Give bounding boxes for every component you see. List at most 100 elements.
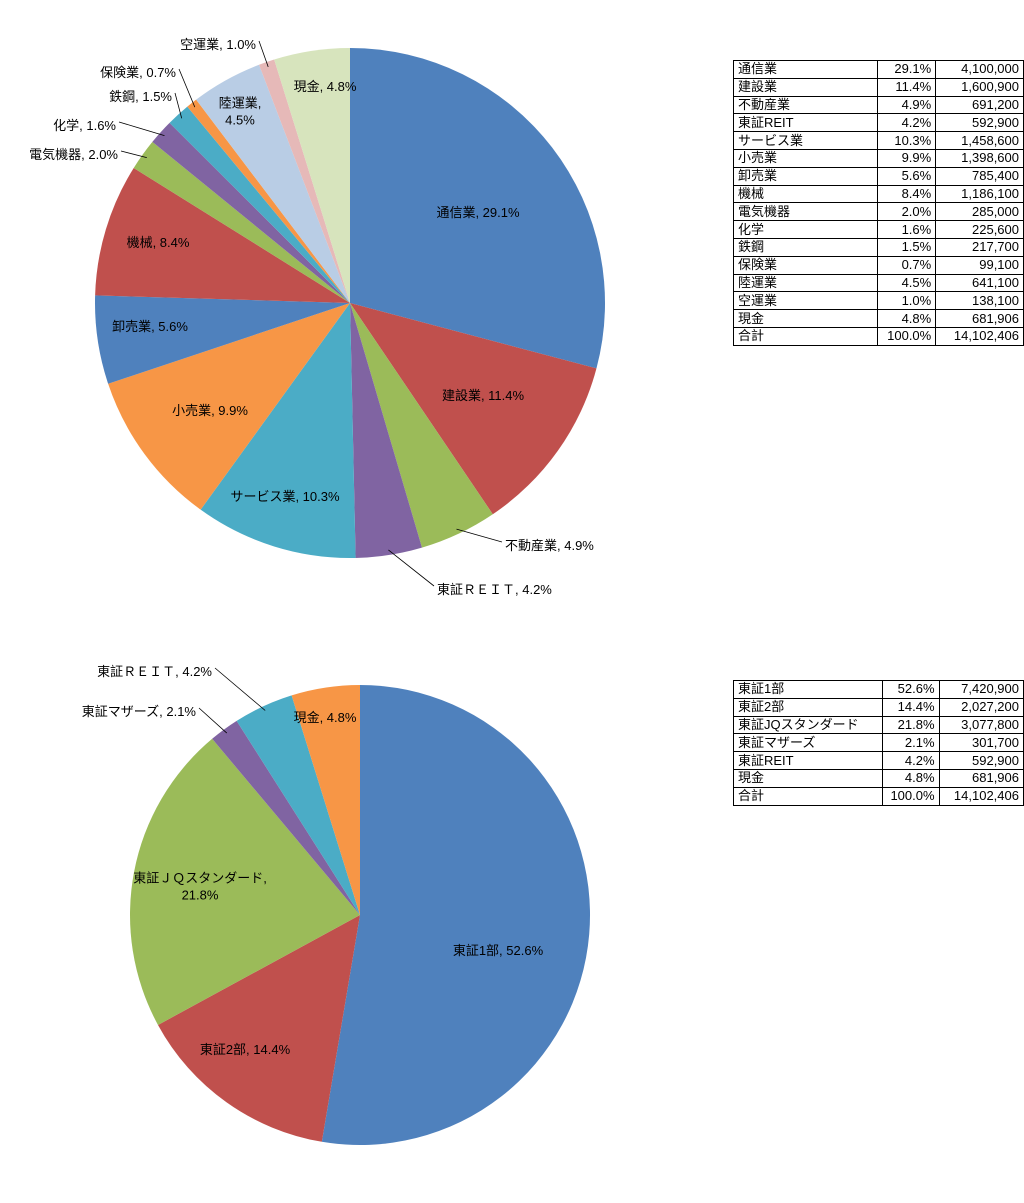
leader-line (198, 707, 228, 734)
pie-slice-9 (152, 122, 350, 303)
row-value: 1,398,600 (935, 148, 1024, 168)
row-value: 2,027,200 (938, 697, 1024, 717)
row-label: 機械 (732, 184, 879, 204)
row-value: 138,100 (935, 291, 1024, 311)
row-value: 7,420,900 (938, 680, 1024, 699)
table-row: 卸売業 5.6% 785,400 (732, 166, 1024, 186)
table-row: サービス業 10.3% 1,458,600 (732, 131, 1024, 150)
table-row: 空運業 1.0% 138,100 (732, 291, 1024, 311)
pie-slice-13 (259, 59, 350, 303)
table-row: 鉄鋼 1.5% 217,700 (732, 237, 1024, 257)
table-row: 化学 1.6% 225,600 (732, 220, 1024, 239)
row-label: 鉄鋼 (732, 237, 879, 257)
row-value: 14,102,406 (935, 326, 1024, 346)
slice-label: 現金, 4.8% (294, 710, 357, 725)
row-label: 陸運業 (732, 273, 879, 293)
table-row: 機械 8.4% 1,186,100 (732, 184, 1024, 204)
row-value: 4,100,000 (935, 60, 1024, 79)
table-row: 現金 4.8% 681,906 (732, 309, 1024, 328)
row-percent: 29.1% (877, 60, 937, 79)
row-percent: 8.4% (877, 184, 937, 204)
table-row: 合計 100.0% 14,102,406 (733, 786, 1024, 806)
table-row: 通信業 29.1% 4,100,000 (732, 60, 1024, 79)
row-label: 化学 (732, 220, 879, 239)
row-percent: 4.2% (877, 113, 937, 133)
pie-slice-2 (350, 303, 493, 548)
row-label: 保険業 (732, 255, 879, 275)
row-label: 合計 (733, 786, 883, 806)
slice-label: 電気機器, 2.0% (29, 147, 118, 162)
table-row: 建設業 11.4% 1,600,900 (732, 77, 1024, 97)
row-label: 不動産業 (732, 95, 879, 115)
table-row: 東証REIT 4.2% 592,900 (732, 113, 1024, 133)
row-value: 1,186,100 (935, 184, 1024, 204)
row-percent: 9.9% (877, 148, 937, 168)
leader-line (178, 68, 196, 108)
table-row: 合計 100.0% 14,102,406 (732, 326, 1024, 346)
pie-slice-10 (169, 106, 350, 303)
row-percent: 4.2% (881, 751, 940, 770)
row-label: 建設業 (732, 77, 879, 97)
table-row: 保険業 0.7% 99,100 (732, 255, 1024, 275)
leader-line (174, 92, 183, 119)
slice-label: 通信業, 29.1% (436, 205, 520, 220)
leader-line (120, 150, 147, 158)
sector-table: 通信業 29.1% 4,100,000 建設業 11.4% 1,600,900 不動産業 4.… (732, 60, 1024, 346)
table-row: 小売業 9.9% 1,398,600 (732, 148, 1024, 168)
row-percent: 4.8% (877, 309, 937, 328)
row-value: 225,600 (935, 220, 1024, 239)
slice-label: 東証ＪＱスタンダード, 21.8% (133, 871, 267, 903)
slice-label: 東証マザーズ, 2.1% (82, 704, 197, 719)
row-percent: 11.4% (877, 77, 937, 97)
row-value: 592,900 (938, 751, 1024, 770)
row-label: 空運業 (732, 291, 879, 311)
slice-label: 保険業, 0.7% (100, 65, 176, 80)
leader-line (118, 121, 165, 136)
row-value: 1,458,600 (935, 131, 1024, 150)
row-label: 東証マザーズ (733, 733, 883, 753)
pie-slice-8 (133, 141, 350, 303)
row-percent: 4.9% (877, 95, 937, 115)
leader-line (258, 40, 269, 68)
slice-label: 東証2部, 14.4% (200, 1042, 291, 1057)
row-percent: 21.8% (881, 715, 940, 735)
leader-line (456, 528, 503, 543)
row-label: 現金 (732, 309, 879, 328)
slice-label: サービス業, 10.3% (230, 489, 340, 504)
slice-label: 鉄鋼, 1.5% (109, 89, 172, 104)
row-value: 99,100 (935, 255, 1024, 275)
slice-label: 小売業, 9.9% (172, 403, 248, 418)
row-percent: 1.6% (877, 220, 937, 239)
pie-slice-0 (350, 47, 606, 369)
pie-slice-12 (196, 64, 350, 303)
slice-label: 東証ＲＥＩＴ, 4.2% (97, 664, 212, 679)
table-row: 電気機器 2.0% 285,000 (732, 202, 1024, 222)
row-label: 東証2部 (733, 697, 883, 717)
slice-label: 不動産業, 4.9% (505, 538, 594, 553)
pie-slice-5 (291, 685, 360, 915)
row-value: 681,906 (938, 768, 1024, 788)
row-percent: 100.0% (877, 326, 937, 346)
slice-label: 卸売業, 5.6% (112, 319, 188, 334)
market-table: 東証1部 52.6% 7,420,900 東証2部 14.4% 2,027,200 東証JQ… (733, 680, 1024, 806)
row-label: 東証REIT (733, 751, 883, 770)
pie-slice-14 (274, 48, 350, 303)
row-percent: 52.6% (881, 680, 940, 699)
pie-slice-1 (157, 915, 360, 1142)
row-label: 通信業 (732, 60, 879, 79)
row-percent: 5.6% (877, 166, 937, 186)
row-label: 合計 (732, 326, 879, 346)
table-row: 東証REIT 4.2% 592,900 (733, 751, 1024, 770)
slice-label: 陸運業, 4.5% (219, 96, 262, 128)
slice-label: 機械, 8.4% (127, 235, 190, 250)
row-percent: 1.5% (877, 237, 937, 257)
row-value: 14,102,406 (938, 786, 1024, 806)
pie-slice-5 (108, 303, 350, 510)
pie-slice-11 (187, 99, 350, 303)
pie-slice-0 (321, 685, 591, 1145)
slice-label: 東証1部, 52.6% (453, 943, 544, 958)
pie-slice-4 (200, 303, 356, 559)
row-label: 東証JQスタンダード (733, 715, 883, 735)
row-value: 592,900 (935, 113, 1024, 133)
